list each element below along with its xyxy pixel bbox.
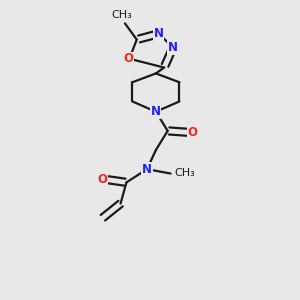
Text: O: O: [123, 52, 133, 65]
Text: N: N: [168, 41, 178, 54]
Text: O: O: [97, 173, 107, 186]
Text: N: N: [151, 105, 161, 118]
Text: N: N: [154, 27, 164, 40]
Text: CH₃: CH₃: [174, 168, 195, 178]
Text: CH₃: CH₃: [112, 10, 132, 20]
Text: N: N: [142, 163, 152, 176]
Text: O: O: [187, 126, 197, 139]
